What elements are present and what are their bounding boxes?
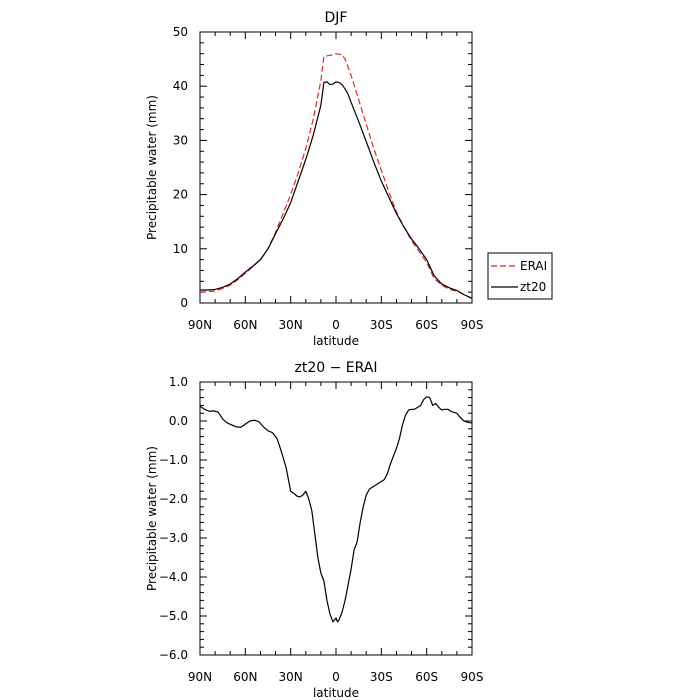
x-tick-label: 90N [188,318,212,332]
x-tick-label: 60S [415,318,438,332]
series-line-erai [199,53,473,300]
x-tick-label: 60S [415,670,438,684]
y-tick-label: 50 [173,25,188,39]
y-tick-label: −5.0 [159,609,188,623]
x-tick-label: 30S [370,318,393,332]
y-tick-label: 30 [173,133,188,147]
x-tick-label: 90S [461,318,484,332]
y-tick-label: −1.0 [159,453,188,467]
x-tick-label: 30N [279,670,303,684]
y-tick-label: 0 [180,296,188,310]
y-tick-label: 20 [173,188,188,202]
y-tick-label: −2.0 [159,492,188,506]
x-tick-label: 0 [332,670,340,684]
y-tick-label: −3.0 [159,531,188,545]
y-tick-label: 0.0 [169,414,188,428]
x-tick-label: 0 [332,318,340,332]
legend-label: ERAI [520,259,547,273]
x-tick-label: 30S [370,670,393,684]
series-line-difference [199,396,473,623]
x-tick-label: 90N [188,670,212,684]
chart-title: DJF [325,10,348,26]
chart-title: zt20 − ERAI [295,360,378,376]
x-axis-label: latitude [313,686,359,700]
x-tick-label: 30N [279,318,303,332]
legend-label: zt20 [520,280,546,294]
plot-frame [199,381,473,656]
djf-panel: DJF 90N 60N 30N 0 30S 60S 90S 0 10 20 30 40 50 latitud… [145,10,553,348]
y-tick-label: 1.0 [169,375,188,389]
legend-box [487,252,553,300]
difference-panel: zt20 − ERAI 90N 60N 30N 0 30S 60S 90S 1.0 0.0 −1.0… [145,360,483,700]
y-axis-label: Precipitable water (mm) [145,95,159,240]
x-tick-label: 60N [233,318,257,332]
y-tick-label: 10 [173,242,188,256]
plot-frame [199,31,473,304]
x-tick-label: 90S [461,670,484,684]
series-line-zt20 [200,81,473,299]
y-tick-label: 40 [173,79,188,93]
y-axis-label: Precipitable water (mm) [145,446,159,591]
x-tick-label: 60N [233,670,257,684]
x-axis-label: latitude [313,334,359,348]
y-tick-label: −4.0 [159,570,188,584]
y-tick-label: −6.0 [159,648,188,662]
